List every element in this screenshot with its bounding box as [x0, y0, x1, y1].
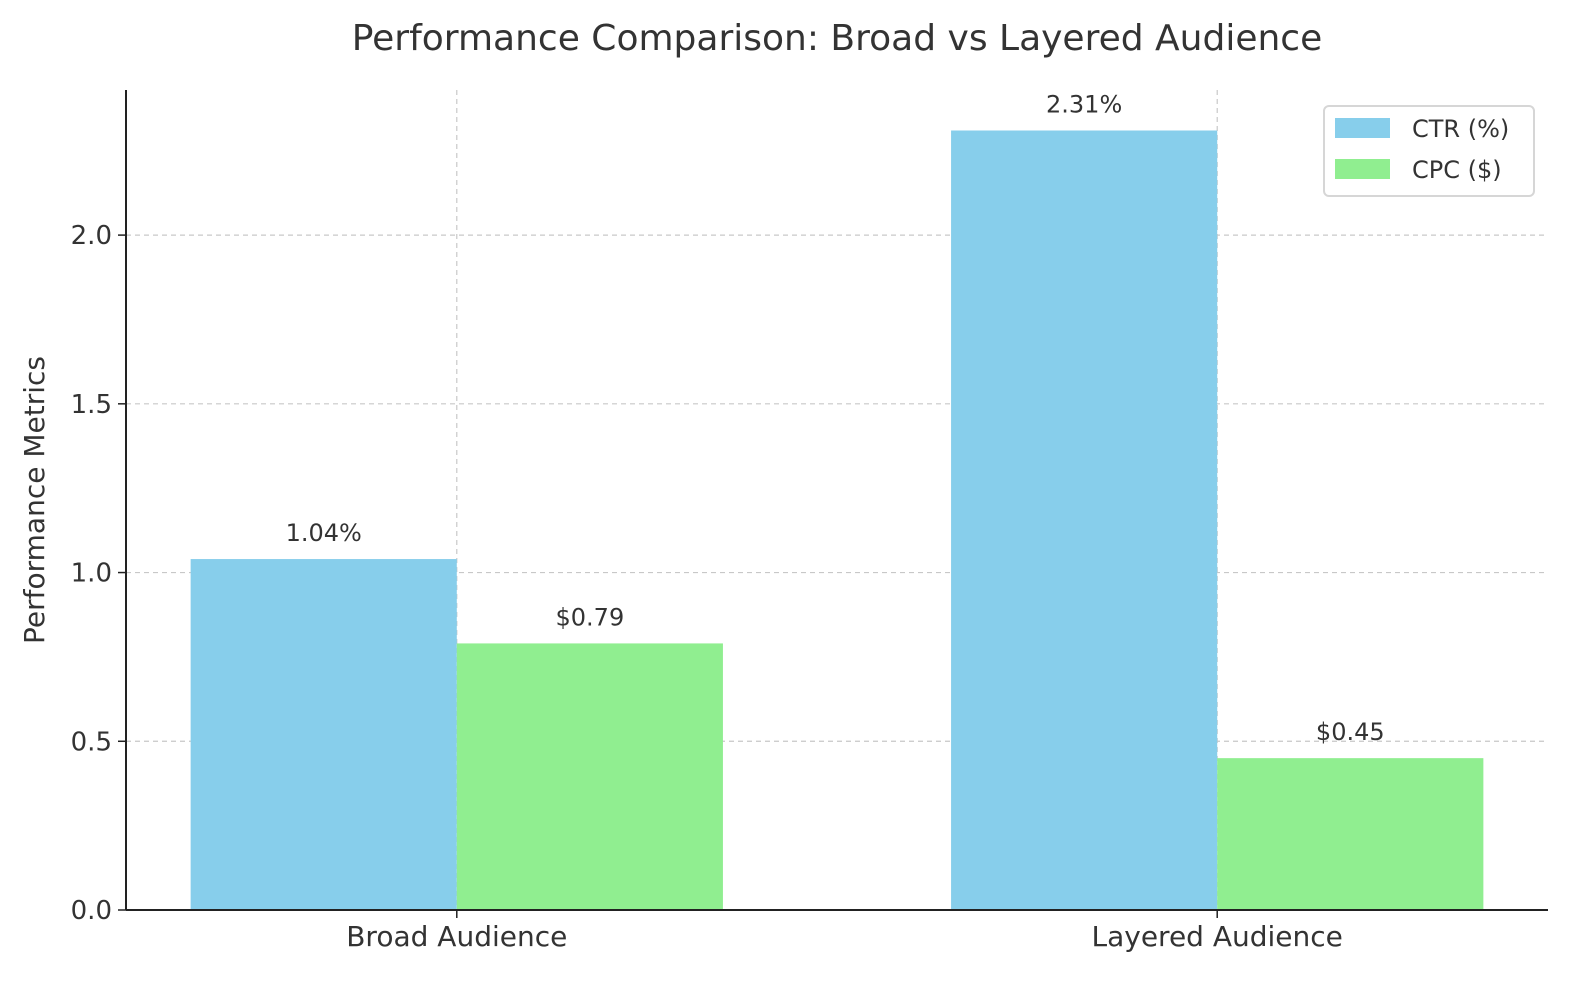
bar-ctr — [951, 130, 1218, 910]
bar-cpc — [456, 643, 723, 910]
data-label: $0.45 — [1316, 718, 1385, 746]
x-tick-label: Layered Audience — [1092, 920, 1343, 953]
y-tick-label: 1.0 — [71, 559, 112, 589]
legend-swatch — [1335, 159, 1390, 179]
y-tick-label: 1.5 — [71, 390, 112, 420]
legend-label: CPC ($) — [1412, 156, 1502, 184]
legend-swatch — [1335, 118, 1390, 138]
y-axis-label: Performance Metrics — [18, 356, 51, 644]
y-tick-label: 2.0 — [71, 221, 112, 251]
y-tick-label: 0.5 — [71, 727, 112, 757]
data-label: $0.79 — [556, 603, 625, 631]
x-tick-label: Broad Audience — [346, 920, 567, 953]
chart-title: Performance Comparison: Broad vs Layered… — [352, 18, 1323, 59]
axes: 0.0 0.5 1.0 1.5 2.0 Broad Audience Layered Aud… — [71, 90, 1548, 953]
data-label: 2.31% — [1046, 90, 1122, 118]
legend-label: CTR (%) — [1412, 115, 1509, 143]
y-tick-label: 0.0 — [71, 896, 112, 926]
bars: 1.04% 2.31% $0.79 $0.45 — [190, 90, 1484, 910]
bar-ctr — [190, 559, 457, 910]
bar-cpc — [1217, 758, 1484, 910]
data-label: 1.04% — [286, 519, 362, 547]
legend: CTR (%) CPC ($) — [1323, 105, 1535, 197]
